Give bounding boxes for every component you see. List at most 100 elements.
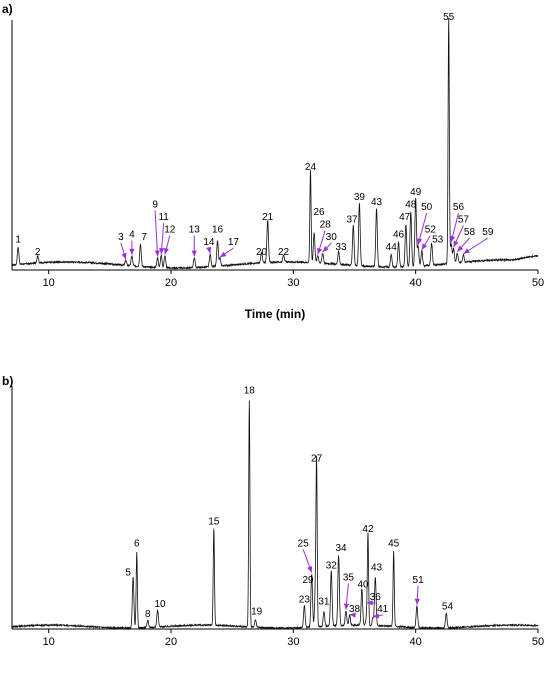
- peak-label: 50: [421, 202, 433, 213]
- peak-arrow-head: [343, 603, 350, 610]
- peak-label: 7: [141, 232, 147, 243]
- peak-arrow-head: [129, 248, 135, 255]
- x-tick-label: 50: [532, 636, 544, 648]
- peak-label: 32: [326, 560, 338, 571]
- peak-label: 12: [164, 225, 176, 236]
- peak-label: 48: [405, 200, 417, 211]
- panel-b-trace: [11, 400, 539, 631]
- panel-b-tick-labels: 10 20 30 40 50: [43, 636, 545, 648]
- peak-arrow-head: [453, 240, 459, 248]
- peak-arrow-head: [421, 243, 428, 250]
- peak-label: 46: [393, 230, 405, 241]
- peak-label: 30: [326, 232, 338, 243]
- peak-label: 24: [305, 162, 317, 173]
- panel-b-axes: [11, 386, 539, 633]
- peak-label: 6: [134, 538, 140, 549]
- peak-label: 54: [442, 602, 454, 613]
- peak-label: 15: [208, 517, 220, 528]
- x-tick-label: 10: [43, 277, 55, 289]
- peak-label: 18: [244, 385, 256, 396]
- peak-label: 40: [358, 580, 370, 591]
- peak-label: 36: [370, 592, 382, 603]
- panel-a-axes: [11, 20, 539, 274]
- peak-arrow-head: [450, 235, 456, 243]
- panel-a-arrows: [120, 210, 489, 260]
- panel-a-letter: a): [2, 2, 13, 16]
- panel-b-arrows: [302, 549, 420, 619]
- peak-label: 52: [425, 225, 437, 236]
- peak-arrow-head: [417, 238, 423, 245]
- peak-label: 34: [335, 543, 347, 554]
- panel-b-letter: b): [2, 374, 13, 388]
- x-tick-label: 30: [287, 636, 299, 648]
- peak-label: 17: [228, 237, 240, 248]
- peak-label: 21: [262, 212, 274, 223]
- peak-arrow-head: [219, 251, 227, 258]
- peak-arrow-head: [121, 252, 127, 260]
- panel-a-x-axis-title: Time (min): [245, 307, 305, 321]
- peak-label: 5: [125, 568, 131, 579]
- peak-arrow-head: [414, 598, 420, 605]
- peak-label: 28: [320, 220, 332, 231]
- peak-arrow-head: [366, 600, 373, 606]
- peak-arrow-head: [159, 248, 165, 255]
- peak-label: 23: [299, 594, 311, 605]
- peak-label: 37: [347, 215, 359, 226]
- peak-label: 55: [443, 12, 455, 23]
- peak-label: 1: [15, 235, 21, 246]
- peak-label: 47: [399, 212, 411, 223]
- peak-arrow-head: [154, 250, 160, 257]
- peak-label: 33: [335, 242, 347, 253]
- peak-label: 2: [35, 247, 41, 258]
- peak-label: 53: [432, 235, 444, 246]
- peak-arrow-head: [163, 247, 169, 255]
- peak-label: 42: [362, 524, 374, 535]
- peak-label: 38: [349, 604, 361, 615]
- peak-label: 43: [371, 197, 383, 208]
- panel-a-trace: [11, 17, 539, 271]
- panel-a-tick-labels: 10 20 30 40 50: [43, 277, 545, 289]
- peak-label: 39: [354, 192, 366, 203]
- peak-label: 14: [203, 237, 215, 248]
- x-tick-label: 20: [165, 277, 177, 289]
- peak-label: 13: [189, 225, 201, 236]
- peak-arrow-head: [307, 566, 313, 573]
- peak-label: 26: [313, 207, 325, 218]
- peak-label: 19: [251, 606, 263, 617]
- peak-label: 59: [482, 227, 494, 238]
- peak-label: 44: [386, 242, 398, 253]
- x-tick-label: 40: [410, 636, 422, 648]
- peak-arrow-head: [317, 247, 323, 255]
- peak-arrow-head: [457, 245, 464, 252]
- peak-label: 9: [152, 200, 158, 211]
- peak-arrow-head: [372, 613, 380, 619]
- peak-label: 20: [256, 247, 268, 258]
- peak-label: 3: [118, 232, 124, 243]
- peak-label: 11: [158, 212, 169, 223]
- peak-label: 49: [410, 187, 422, 198]
- peak-arrow-head: [463, 248, 470, 254]
- x-tick-label: 50: [532, 277, 544, 289]
- peak-label: 10: [154, 599, 166, 610]
- peak-label: 35: [343, 572, 355, 583]
- peak-label: 16: [212, 225, 224, 236]
- peak-label: 22: [278, 247, 290, 258]
- x-tick-label: 30: [287, 277, 299, 289]
- peak-arrow-head: [322, 246, 329, 253]
- peak-label: 58: [464, 227, 476, 238]
- peak-arrow-head: [191, 250, 197, 257]
- peak-label: 41: [377, 604, 389, 615]
- peak-label: 45: [388, 538, 400, 549]
- peak-label: 29: [302, 575, 314, 586]
- peak-arrow-line: [154, 210, 159, 257]
- x-tick-label: 20: [165, 636, 177, 648]
- peak-label: 8: [145, 609, 151, 620]
- chromatogram-panel-b: b) 5681015181923252729313234353840364243…: [2, 374, 544, 648]
- peak-arrow-head: [206, 246, 212, 254]
- x-tick-label: 40: [410, 277, 422, 289]
- x-tick-label: 10: [43, 636, 55, 648]
